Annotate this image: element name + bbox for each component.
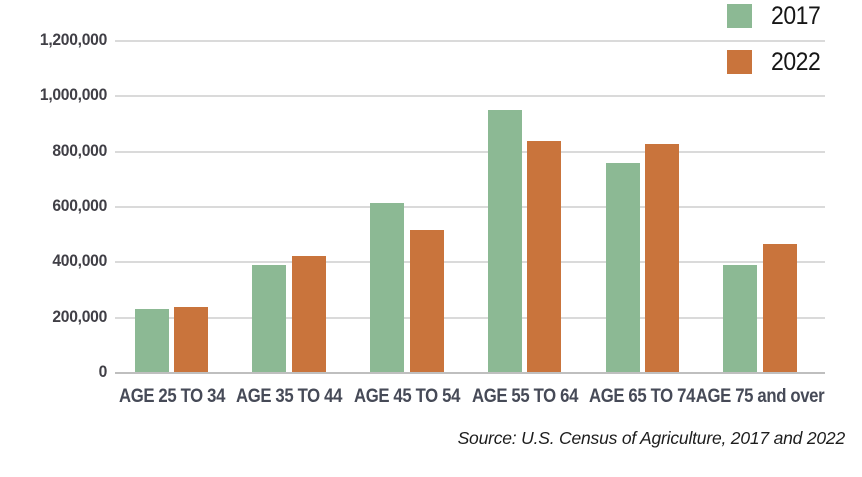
bar-2022-1 — [174, 307, 209, 373]
legend-label-2017: 2017 — [771, 2, 821, 30]
y-axis-tick-label: 1,000,000 — [39, 85, 107, 105]
gridline — [115, 261, 825, 264]
bar-2017-5 — [605, 162, 640, 373]
plot-area — [115, 40, 825, 374]
x-axis-category-label: AGE 45 TO 54 — [353, 386, 460, 407]
legend-item-2022: 2022 — [727, 48, 825, 76]
gridline — [115, 95, 825, 98]
bar-2022-4 — [527, 141, 562, 373]
bar-2022-5 — [645, 143, 680, 373]
y-axis-tick-label: 400,000 — [52, 251, 107, 271]
legend: 2017 2022 — [727, 4, 825, 96]
gridline — [115, 316, 825, 319]
x-axis-category-label: AGE 65 TO 74 — [589, 386, 696, 407]
bar-2017-2 — [252, 265, 287, 373]
legend-swatch-2017-icon — [727, 4, 752, 28]
bar-2022-6 — [762, 243, 797, 373]
gridline — [115, 150, 825, 153]
gridline — [115, 40, 825, 42]
legend-item-2017: 2017 — [727, 2, 825, 30]
bar-2022-2 — [292, 255, 326, 373]
legend-label-2022: 2022 — [771, 48, 821, 76]
y-axis-tick-label: 800,000 — [52, 140, 107, 160]
y-axis-tick-label: 600,000 — [52, 196, 107, 215]
x-axis-line — [115, 372, 825, 374]
y-axis-tick-label: 0 — [98, 362, 108, 381]
x-axis-category-label: AGE 25 TO 34 — [118, 386, 225, 407]
x-axis-category-label: AGE 55 TO 64 — [471, 386, 578, 407]
source-note: Source: U.S. Census of Agriculture, 2017… — [457, 428, 846, 448]
bar-2017-3 — [370, 202, 405, 373]
bar-2022-3 — [409, 229, 444, 373]
x-axis-category-label: AGE 75 and over — [695, 386, 825, 407]
x-axis-category-label: AGE 35 TO 44 — [236, 386, 343, 407]
bar-2017-4 — [487, 110, 522, 373]
legend-swatch-2022-icon — [727, 50, 752, 74]
y-axis-tick-label: 1,200,000 — [39, 30, 107, 49]
gridline — [115, 206, 825, 208]
bar-2017-6 — [723, 264, 758, 373]
y-axis-tick-label: 200,000 — [52, 306, 107, 326]
bar-2017-1 — [134, 309, 169, 373]
